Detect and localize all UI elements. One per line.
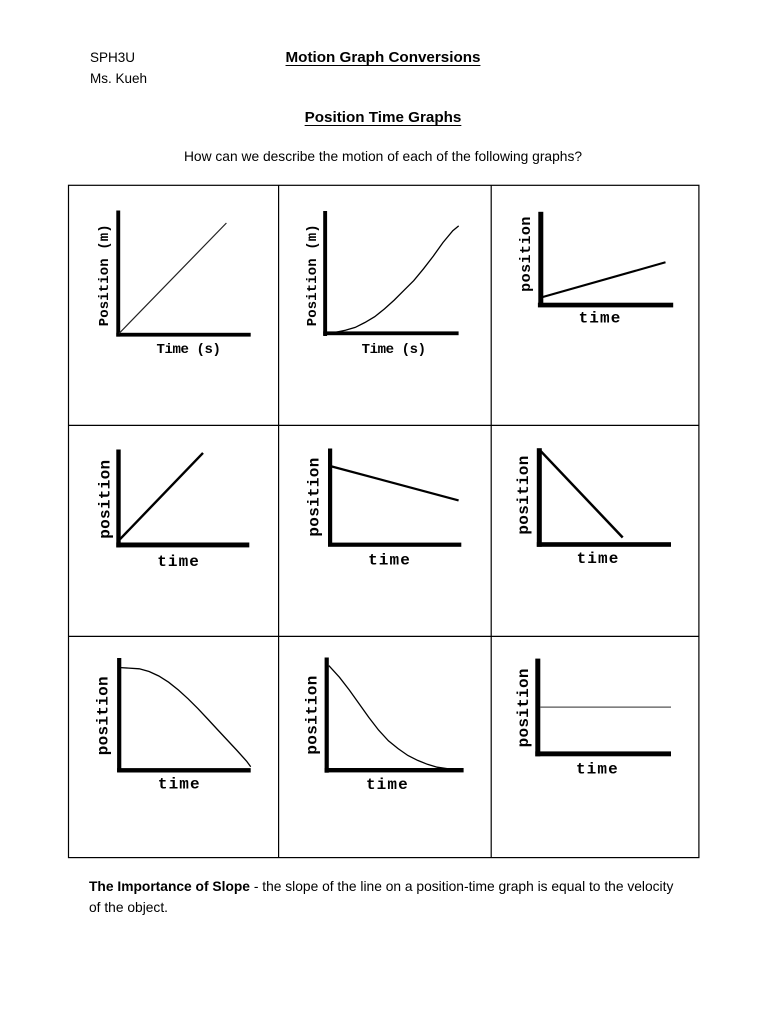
svg-text:position: position [306, 457, 324, 536]
svg-text:time: time [366, 776, 409, 794]
svg-text:Position (m): Position (m) [97, 224, 113, 326]
svg-text:time: time [579, 310, 622, 328]
svg-text:Position (m): Position (m) [305, 224, 321, 326]
svg-text:position: position [304, 675, 322, 754]
svg-text:time: time [368, 552, 411, 570]
svg-text:position: position [518, 216, 535, 292]
svg-text:time: time [577, 550, 620, 568]
svg-text:time: time [157, 553, 200, 571]
svg-text:position: position [97, 460, 115, 539]
svg-text:position: position [95, 676, 113, 755]
svg-text:time: time [576, 761, 619, 779]
svg-text:time: time [158, 776, 201, 794]
svg-text:position: position [515, 668, 533, 747]
svg-text:Time (s): Time (s) [156, 342, 220, 358]
svg-text:position: position [515, 455, 533, 534]
svg-text:Time (s): Time (s) [362, 342, 426, 358]
